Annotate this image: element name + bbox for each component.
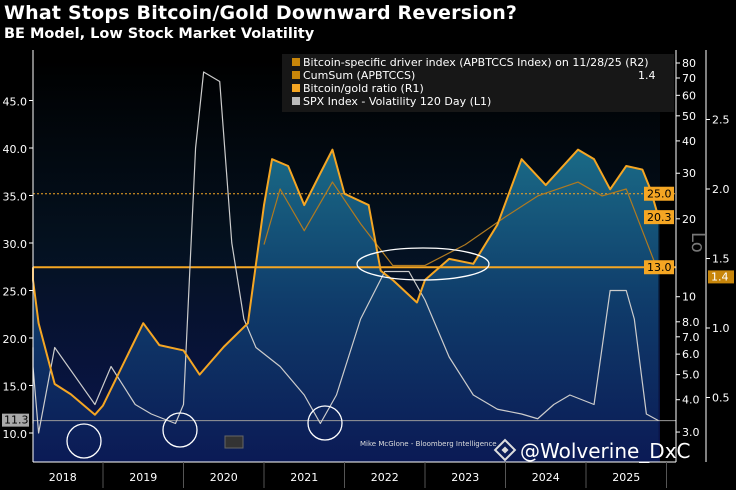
value-tag-label: 13.0 (647, 261, 672, 274)
legend-value: 1.4 (638, 69, 656, 82)
l1-tick-label: 25.0 (3, 286, 28, 299)
r1-tick-label: 10 (682, 291, 696, 304)
chart-type-button[interactable] (224, 435, 244, 449)
series-line-1 (263, 181, 660, 273)
x-tick-label: 2025 (612, 471, 640, 484)
r1-tick-label: 40 (682, 135, 696, 148)
watermark: @Wolverine_DxC (520, 439, 691, 463)
x-tick-label: 2018 (49, 471, 77, 484)
x-tick-label: 2023 (451, 471, 479, 484)
r1-tick-label: 4.0 (682, 394, 700, 407)
credit-text: Mike McGlone - Bloomberg Intelligence (360, 440, 497, 448)
value-tag-label: 1.4 (711, 270, 729, 283)
r1-tick-label: 7.0 (682, 331, 700, 344)
l1-tick-label: 40.0 (3, 143, 28, 156)
highlight-circle (307, 405, 343, 441)
x-tick-label: 2021 (290, 471, 318, 484)
r1-tick-label: 3.0 (682, 426, 700, 439)
value-tag (644, 186, 674, 201)
r1-tick-label: 5.0 (682, 369, 700, 382)
value-tag (2, 413, 29, 427)
legend-label: CumSum (APBTCCS) (303, 69, 415, 82)
r1-tick-label: 8.0 (682, 316, 700, 329)
legend-swatch (292, 71, 300, 79)
legend-swatch (292, 97, 300, 105)
binance-logo (493, 438, 517, 462)
l1-tick-label: 30.0 (3, 238, 28, 251)
r1-tick-label: 30 (682, 167, 696, 180)
value-tag-label: 25.0 (647, 188, 672, 201)
series-line-0 (32, 148, 660, 416)
r1-tick-label: 60 (682, 89, 696, 102)
r2-tick-label: 2.0 (712, 183, 730, 196)
x-tick-label: 2024 (532, 471, 560, 484)
r1-tick-label: 70 (682, 72, 696, 85)
l1-tick-label: 20.0 (3, 333, 28, 346)
legend-label: Bitcoin-specific driver index (APBTCCS I… (303, 56, 649, 69)
series-line-2 (32, 71, 659, 434)
legend-swatch (292, 58, 300, 66)
value-tag (644, 210, 674, 225)
l1-tick-label: 35.0 (3, 191, 28, 204)
value-tag-label: 11.3 (4, 414, 29, 427)
btc-gold-area (33, 149, 659, 463)
l1-tick-label: 10.0 (3, 428, 28, 441)
value-tag (708, 270, 734, 284)
value-tag (644, 260, 674, 275)
x-tick-label: 2020 (210, 471, 238, 484)
r2-tick-label: 1.5 (712, 253, 730, 266)
value-tag-label: 20.3 (647, 211, 672, 224)
r2-tick-label: 0.5 (712, 392, 730, 405)
legend-swatch (292, 84, 300, 92)
legend-box (282, 54, 674, 112)
r1-tick-label: 50 (682, 110, 696, 123)
chart-subtitle: BE Model, Low Stock Market Volatility (4, 26, 315, 42)
l1-tick-label: 15.0 (3, 381, 28, 394)
chart-title: What Stops Bitcoin/Gold Downward Reversi… (4, 2, 518, 24)
highlight-circle (66, 423, 102, 459)
legend-label: Bitcoin/gold ratio (R1) (303, 82, 424, 95)
legend-label: SPX Index - Volatility 120 Day (L1) (303, 95, 491, 108)
r2-tick-label: 2.5 (712, 114, 730, 127)
r1-tick-label: 6.0 (682, 348, 700, 361)
x-tick-label: 2022 (371, 471, 399, 484)
log-label: Lo (687, 232, 708, 253)
highlight-circle (162, 412, 198, 448)
r1-tick-label: 20 (682, 213, 696, 226)
l1-tick-label: 45.0 (3, 96, 28, 109)
r1-tick-label: 80 (682, 57, 696, 70)
x-tick-label: 2019 (129, 471, 157, 484)
r2-tick-label: 1.0 (712, 322, 730, 335)
highlight-ellipse (356, 247, 490, 281)
